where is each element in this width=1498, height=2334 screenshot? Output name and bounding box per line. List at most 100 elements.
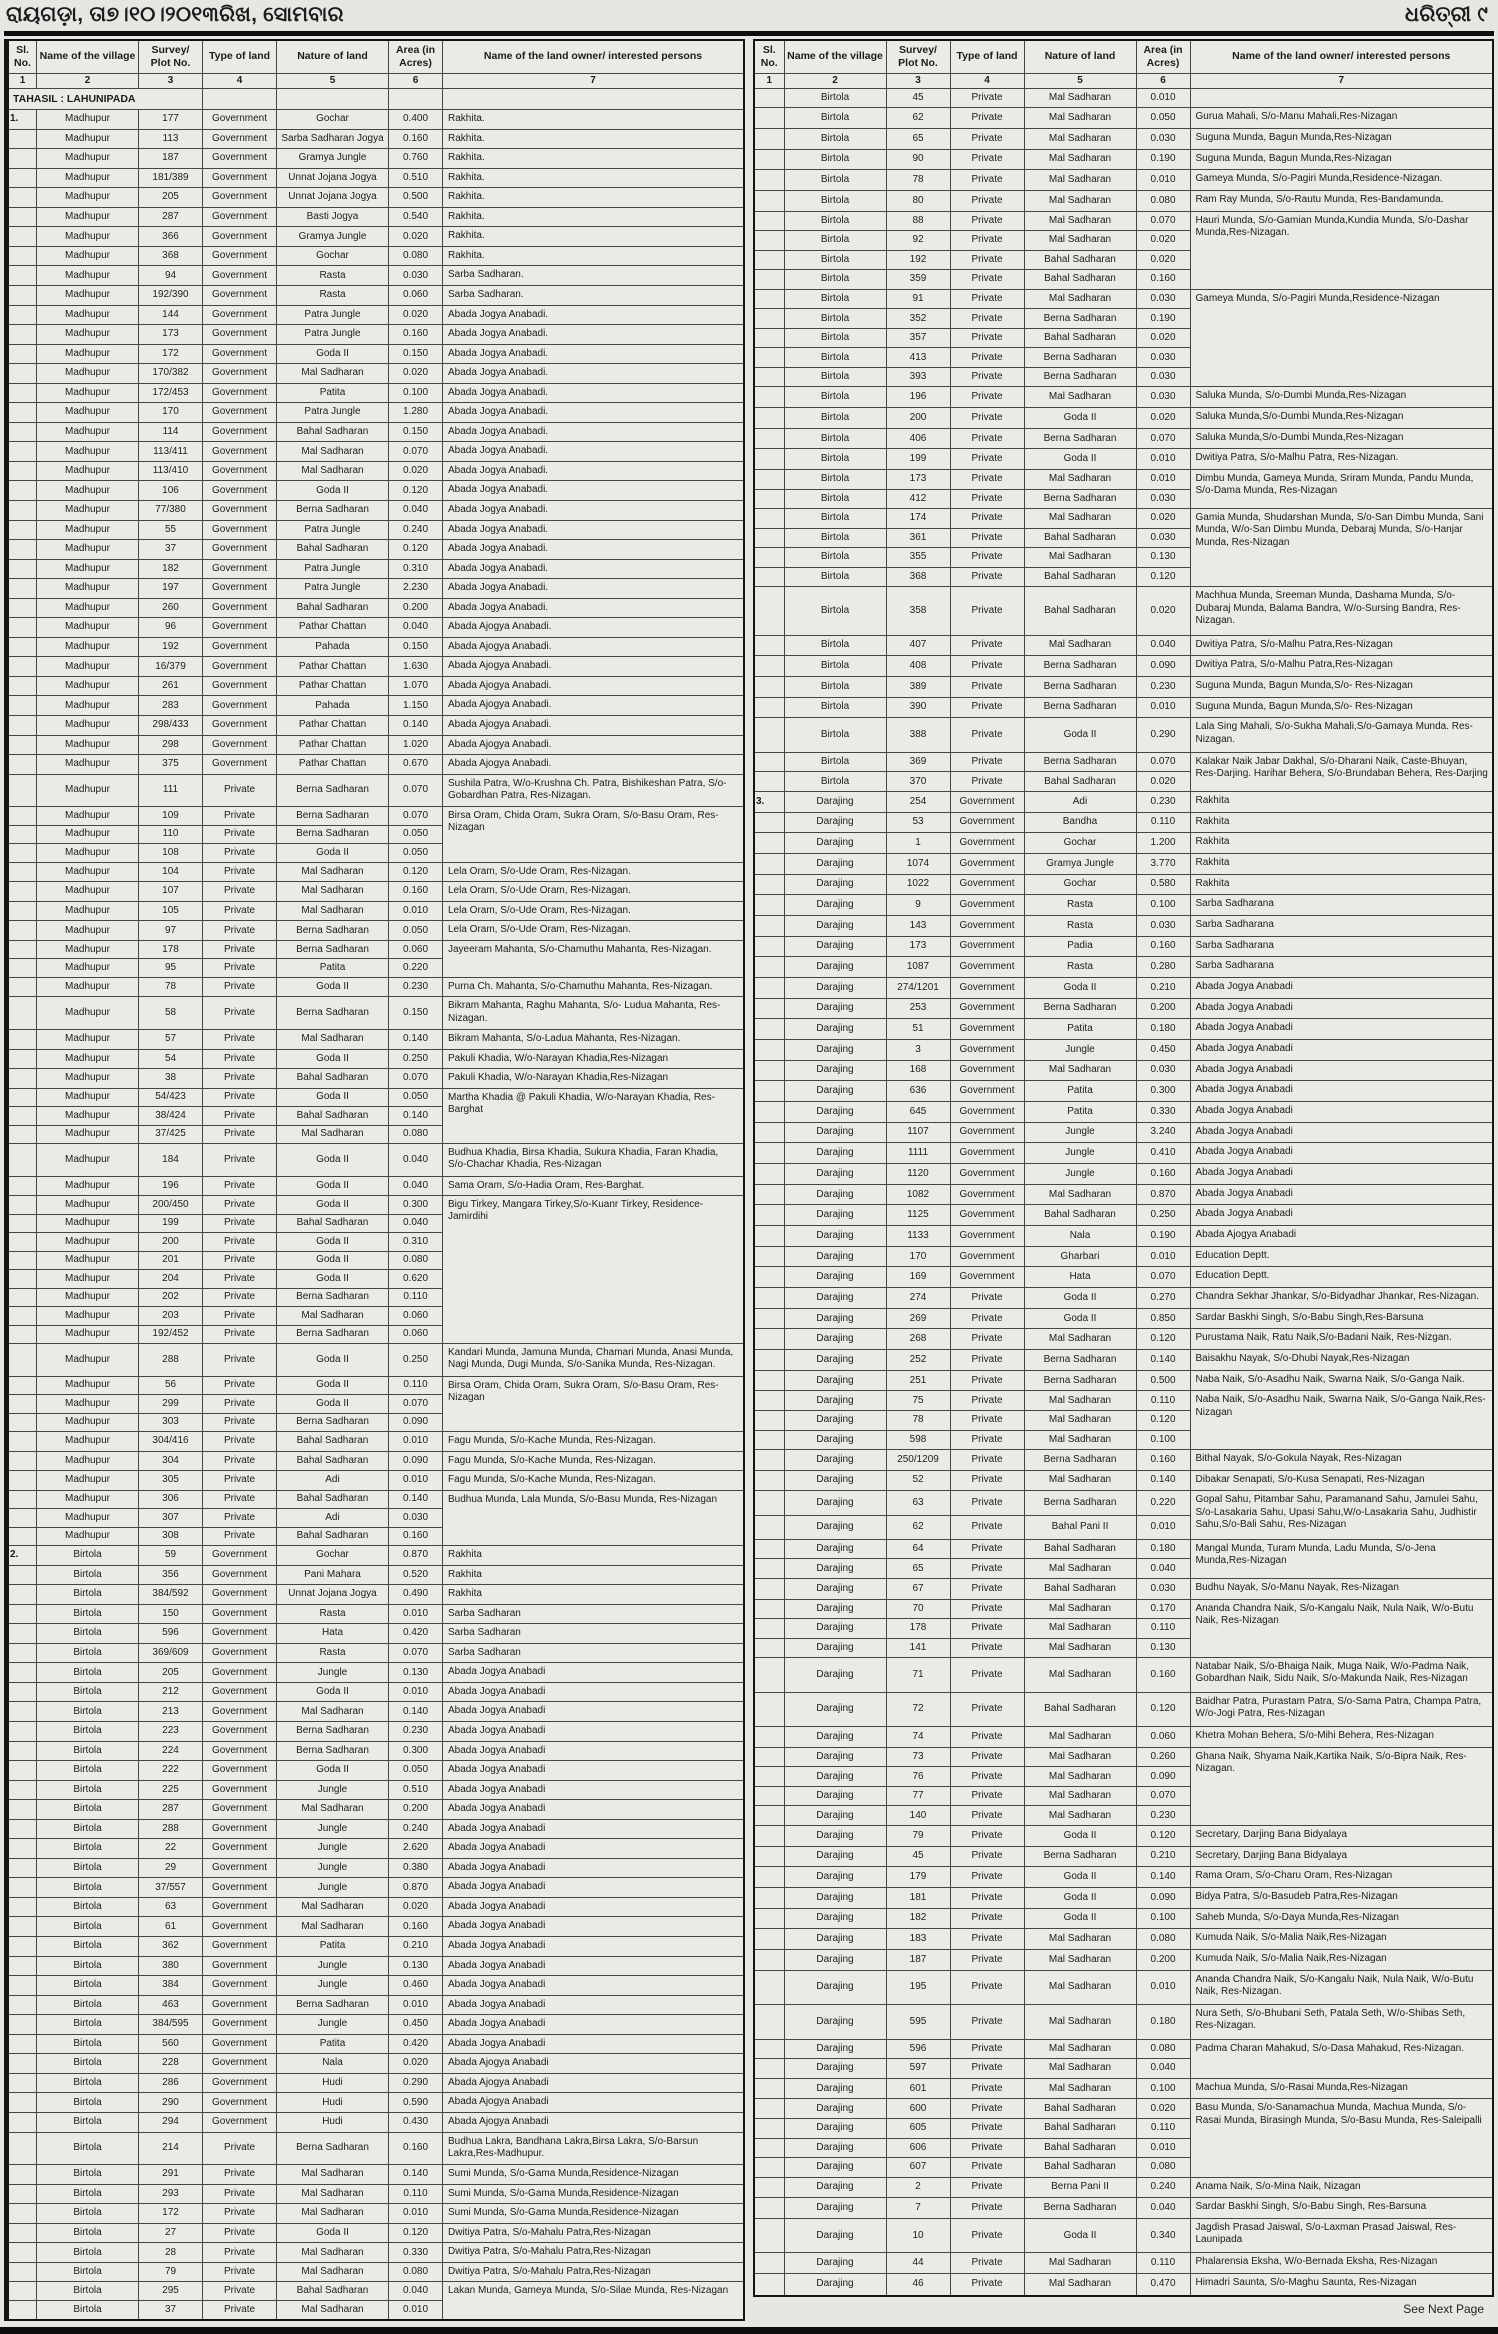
cell-area: 0.110: [1135, 1390, 1191, 1412]
table-row: Darajing 182 Private Goda II 0.100 Saheb Mund…: [753, 1907, 1494, 1930]
cell-village: Birtola: [783, 448, 887, 471]
table-row: Darajing 53 Government Bandha 0.110 Rakhita: [753, 811, 1494, 834]
cell-owner: Abada Jogya Anabadi: [442, 1994, 745, 2016]
cell-village: Darajing: [783, 977, 887, 999]
cell-land-type: Private: [202, 806, 277, 826]
header-plot-no: Survey/ Plot No.: [885, 39, 951, 74]
cell-owner: Education Deptt.: [1189, 1245, 1494, 1268]
cell-land-nature: Mal Sadharan: [276, 900, 389, 922]
cell-village: Madhupur: [36, 1250, 139, 1271]
table-row: Madhupur 58 Private Berna Sadharan 0.150 Bikr…: [6, 996, 745, 1031]
cell-sl-no: [6, 1431, 37, 1452]
cell-plot-no: 304/416: [138, 1431, 203, 1452]
cell-area: 0.090: [388, 1450, 443, 1472]
cell-village: Darajing: [783, 1726, 887, 1748]
cell-plot-no: 212: [138, 1681, 203, 1703]
cell-sl-no: [753, 2176, 785, 2199]
cell-land-nature: Unnat Jojana Jogya: [276, 1584, 389, 1605]
cell-land-type: Private: [949, 655, 1025, 678]
cell-land-nature: Gochar: [276, 245, 389, 267]
cell-area: 0.010: [1135, 2137, 1191, 2159]
cell-owner: Birsa Oram, Chida Oram, Sukra Oram, S/o-…: [442, 1375, 745, 1433]
cell-plot-no: 366: [138, 226, 203, 247]
cell-plot-no: 295: [138, 2281, 203, 2301]
cell-plot-no: 45: [885, 87, 951, 109]
cell-area: 0.020: [388, 226, 443, 247]
col-number: 7: [1189, 72, 1494, 89]
cell-sl-no: [6, 1701, 37, 1723]
cell-land-nature: Jungle: [276, 1838, 389, 1859]
cell-plot-no: 77: [885, 1785, 951, 1807]
cell-area: 0.130: [1135, 1637, 1191, 1659]
cell-village: Darajing: [783, 1307, 887, 1330]
cell-area: 0.120: [1135, 1824, 1191, 1847]
cell-area: 0.010: [1135, 169, 1191, 191]
cell-sl-no: [6, 539, 37, 560]
cell-village: Darajing: [783, 1866, 887, 1888]
cell-plot-no: 192/452: [138, 1324, 203, 1345]
table-row: Madhupur 95 Private Patita 0.220: [6, 958, 745, 978]
cell-land-type: Private: [202, 1106, 277, 1126]
cell-land-nature: Gramya Jungle: [276, 148, 389, 169]
cell-sl-no: [753, 190, 785, 212]
cell-plot-no: 308: [138, 1526, 203, 1547]
cell-sl-no: [753, 676, 785, 698]
cell-plot-no: 223: [138, 1721, 203, 1742]
cell-owner: Abada Jogya Anabadi: [1189, 1018, 1494, 1041]
cell-area: 0.050: [388, 1760, 443, 1781]
cell-land-type: Private: [202, 1232, 277, 1252]
cell-plot-no: 597: [885, 2058, 951, 2079]
cell-owner: Bikram Mahanta, Raghu Mahanta, S/o- Ludu…: [442, 996, 745, 1031]
cell-owner: Gameya Munda, S/o-Pagiri Munda,Residence…: [1189, 288, 1494, 388]
cell-village: Madhupur: [36, 1412, 139, 1433]
cell-area: 0.140: [1135, 1349, 1191, 1371]
cell-land-type: Government: [202, 1760, 277, 1781]
cell-sl-no: [753, 2077, 785, 2100]
cell-sl-no: [753, 1059, 785, 1082]
cell-village: Darajing: [783, 1390, 887, 1412]
cell-area: 0.080: [1135, 2157, 1191, 2178]
cell-owner: Abada Jogya Anabadi: [442, 1916, 745, 1938]
cell-area: 0.230: [1135, 791, 1191, 813]
cell-owner: Abada Ajogya Anabadi: [442, 2111, 745, 2133]
cell-village: Madhupur: [36, 1106, 139, 1126]
cell-plot-no: 140: [885, 1805, 951, 1826]
cell-sl-no: [6, 500, 37, 521]
cell-owner: Sushila Patra, W/o-Krushna Ch. Patra, Bi…: [442, 773, 745, 808]
cell-area: 0.160: [388, 128, 443, 150]
table-row: Madhupur 106 Government Goda II 0.120 Abada J…: [6, 480, 745, 501]
cell-land-type: Government: [202, 754, 277, 775]
cell-land-nature: Pathar Chattan: [276, 617, 389, 638]
cell-owner: Rakhita.: [442, 109, 745, 130]
cell-owner: Phalarensia Eksha, W/o-Bernada Eksha, Re…: [1189, 2252, 1494, 2275]
table-row: Madhupur 304/416 Private Bahal Sadharan 0.01…: [6, 1431, 745, 1452]
table-row: Madhupur 298/433 Government Pathar Chattan 0…: [6, 715, 745, 736]
cell-plot-no: 54/423: [138, 1087, 203, 1108]
cell-plot-no: 108: [138, 843, 203, 863]
cell-area: 0.140: [1135, 1469, 1191, 1492]
cell-plot-no: 37/557: [138, 1877, 203, 1898]
cell-land-nature: Mal Sadharan: [1023, 1469, 1137, 1492]
cell-land-nature: Mal Sadharan: [276, 881, 389, 902]
cell-land-type: Private: [949, 2252, 1025, 2275]
cell-plot-no: 71: [885, 1657, 951, 1693]
cell-village: Darajing: [783, 1080, 887, 1103]
cell-area: 0.070: [1135, 1266, 1191, 1289]
cell-land-nature: Berna Sadharan: [1023, 1369, 1137, 1392]
table-row: Birtola 389 Private Berna Sadharan 0.230 Sugu…: [753, 676, 1494, 698]
cell-owner: Fagu Munda, S/o-Kache Munda, Res-Nizagan…: [442, 1470, 745, 1491]
header-owner: Name of the land owner/ interested perso…: [442, 39, 745, 74]
cell-village: Darajing: [783, 997, 887, 1020]
table-row: Birtola 370 Private Bahal Sadharan 0.020: [753, 771, 1493, 792]
cell-sl-no: [753, 1949, 785, 1971]
cell-plot-no: 27: [138, 2222, 203, 2244]
table-row: Madhupur 182 Government Patra Jungle 0.310 Ab…: [6, 558, 745, 580]
cell-area: 0.010: [388, 1431, 443, 1452]
cell-area: 0.070: [388, 806, 443, 826]
table-row: Darajing 71 Private Mal Sadharan 0.160 Nataba…: [753, 1657, 1494, 1693]
cell-owner: Sarba Sadharan: [442, 1603, 745, 1625]
cell-village: Madhupur: [36, 1343, 139, 1377]
cell-land-type: Government: [202, 167, 277, 189]
cell-owner: Abada Jogya Anabadi: [442, 1857, 745, 1879]
table-row: Madhupur 111 Private Berna Sadharan 0.070 Sus…: [6, 773, 745, 808]
